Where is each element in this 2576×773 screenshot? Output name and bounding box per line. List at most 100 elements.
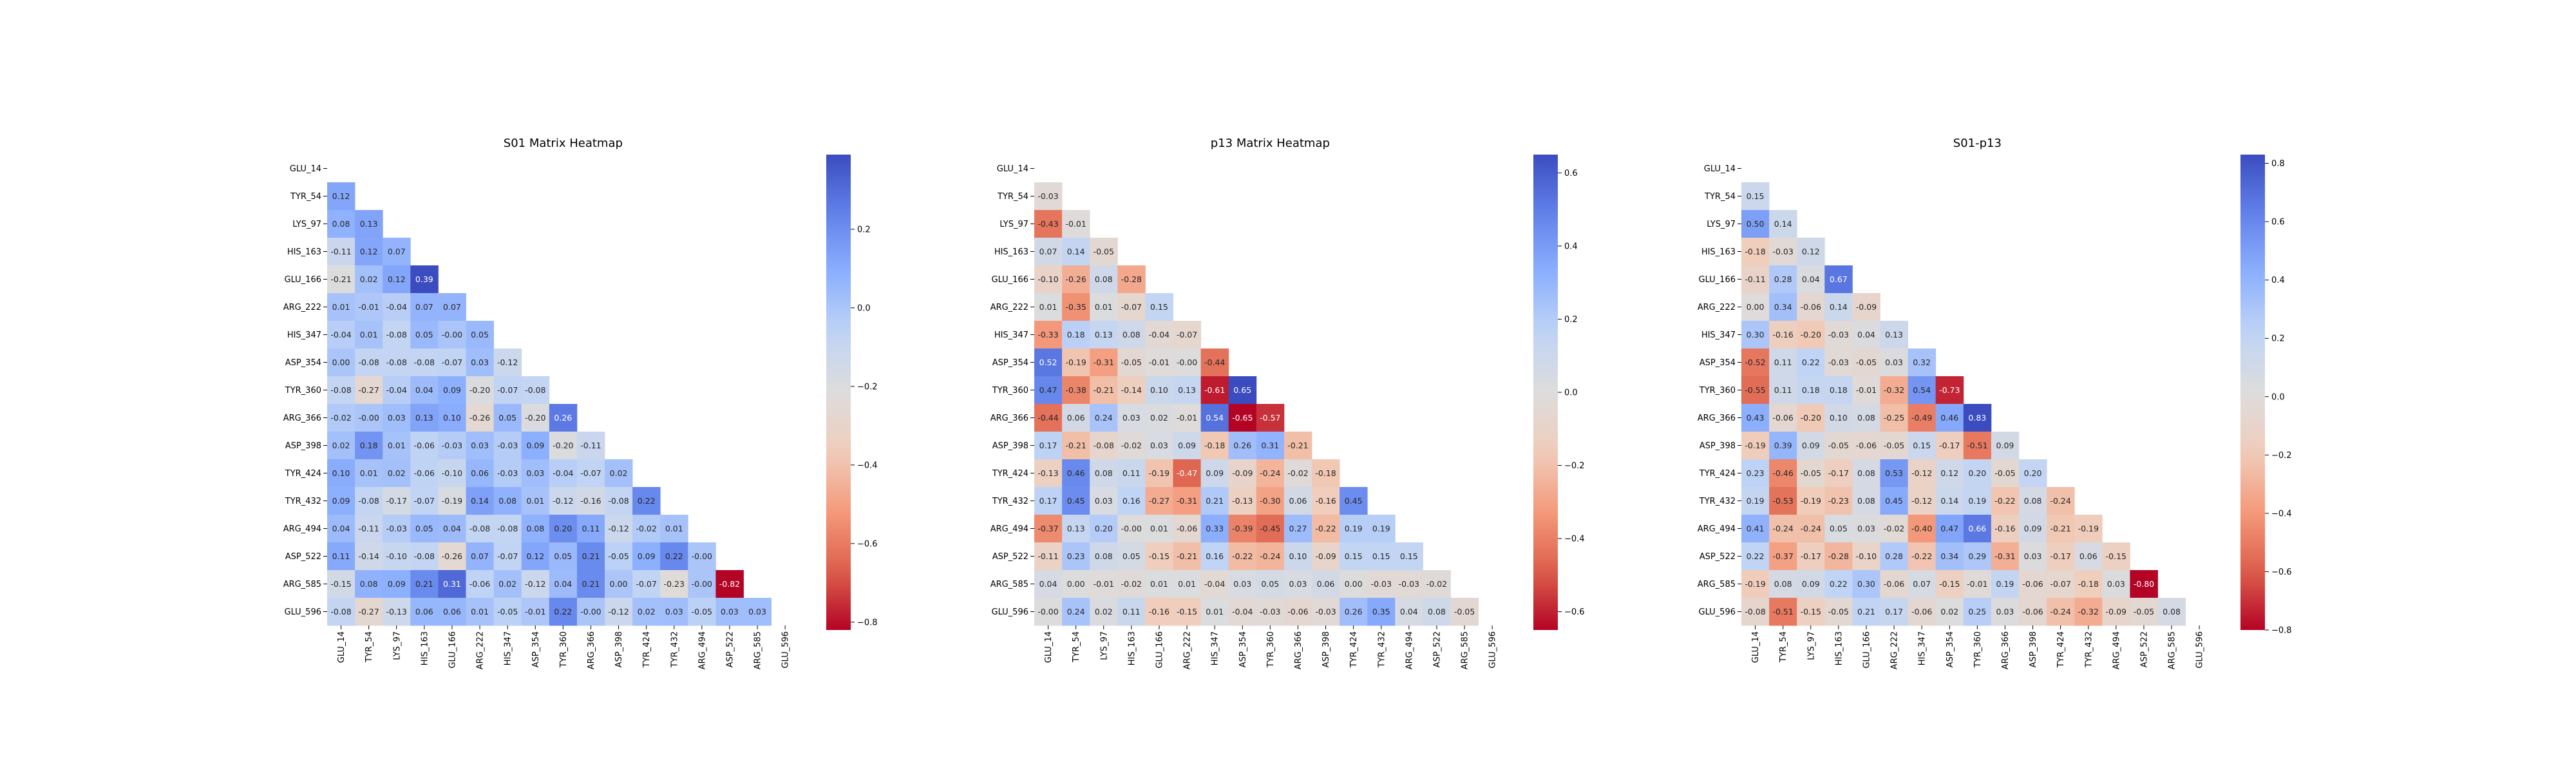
cell-value-label: 0.12 <box>332 191 350 201</box>
cell-value-label: -0.53 <box>1772 496 1793 506</box>
y-tick-label: TYR_432 <box>285 497 321 506</box>
cell-value-label: -0.01 <box>1856 385 1877 395</box>
heatmap-cell <box>688 570 716 598</box>
cell-value-label: 0.24 <box>1095 413 1113 423</box>
y-tick-label: GLU_166 <box>285 275 322 285</box>
cell-value-label: -0.19 <box>442 496 462 506</box>
heatmap-cell <box>1117 321 1146 349</box>
colorbar-tick-label: 0.4 <box>1564 242 1578 251</box>
heatmap-cell <box>632 515 661 543</box>
cell-value-label: -0.26 <box>469 413 490 423</box>
heatmap-cell <box>1741 432 1770 460</box>
cell-value-label: -0.82 <box>719 579 740 589</box>
cell-value-label: 0.39 <box>415 274 433 284</box>
cell-value-label: 0.02 <box>638 607 656 616</box>
heatmap-cell <box>521 459 550 488</box>
heatmap-cell <box>1173 487 1201 515</box>
colorbar-tick-label: 0.0 <box>1564 388 1578 398</box>
heatmap-cell <box>1367 598 1396 626</box>
cell-value-label: -0.06 <box>1801 302 1821 312</box>
heatmap-cell <box>383 598 411 626</box>
cell-value-label: 0.17 <box>1885 607 1903 616</box>
heatmap-cell <box>1340 515 1368 543</box>
heatmap-cell <box>355 321 383 349</box>
cell-value-label: -0.06 <box>1177 524 1197 533</box>
cell-value-label: -0.01 <box>1967 579 1987 589</box>
cell-value-label: -0.17 <box>1801 551 1821 561</box>
cell-value-label: 0.23 <box>1747 468 1765 478</box>
heatmap-cell <box>1256 432 1285 460</box>
heatmap-cell <box>1062 210 1090 238</box>
cell-value-label: 0.06 <box>1317 579 1335 589</box>
cell-value-label: -0.06 <box>2022 607 2043 616</box>
cell-value-label: -0.03 <box>1772 247 1793 256</box>
cell-value-label: -0.16 <box>580 496 601 506</box>
heatmap-cell <box>549 542 578 571</box>
heatmap-cell <box>1367 570 1396 598</box>
cell-value-label: 0.34 <box>1774 302 1792 312</box>
x-tick-label: TYR_424 <box>2056 631 2066 668</box>
heatmap-cell <box>1200 515 1229 543</box>
cell-value-label: 0.01 <box>471 607 489 616</box>
heatmap-cell <box>327 598 355 626</box>
cell-value-label: 0.26 <box>554 413 572 423</box>
y-tick-label: ARG_494 <box>990 524 1028 534</box>
cell-value-label: -0.03 <box>1371 579 1392 589</box>
cell-value-label: 0.05 <box>498 413 516 423</box>
heatmap-cell <box>1908 570 1937 598</box>
x-tick-label: GLU_166 <box>1862 631 1871 669</box>
cell-value-label: 0.22 <box>638 496 656 506</box>
cell-value-label: -0.12 <box>1911 468 1932 478</box>
heatmap-cell <box>1256 487 1285 515</box>
cell-value-label: 0.08 <box>498 496 516 506</box>
colorbar: −0.8 −0.6 −0.4 −0.2 0.0 0.2 0.4 0.6 0.8 <box>2240 155 2292 636</box>
cell-value-label: 0.07 <box>1039 247 1057 256</box>
heatmap-cell <box>1852 515 1880 543</box>
heatmap-cell <box>1034 542 1063 571</box>
heatmap-cell <box>1062 265 1090 294</box>
heatmap-cell <box>1741 515 1770 543</box>
heatmap-cell <box>1797 293 1825 321</box>
cell-value-label: 0.12 <box>360 247 378 256</box>
x-tick-label: GLU_596 <box>781 631 791 669</box>
cell-value-label: -0.51 <box>1967 441 1987 450</box>
cell-value-label: 0.18 <box>1802 385 1820 395</box>
cell-value-label: 0.03 <box>1885 358 1903 367</box>
cell-value-label: 0.08 <box>1095 468 1113 478</box>
heatmap-cell <box>1200 459 1229 488</box>
x-tick-label: TYR_424 <box>1349 631 1359 668</box>
heatmap-cell <box>1283 432 1312 460</box>
y-tick-label: ARG_222 <box>990 303 1028 312</box>
heatmap-cell <box>521 598 550 626</box>
y-tick-label: TYR_360 <box>1699 386 1736 396</box>
heatmap-cell <box>1145 487 1173 515</box>
heatmap-cell <box>1769 348 1797 377</box>
heatmap-cell <box>327 182 355 211</box>
heatmap-cell <box>327 432 355 460</box>
heatmap-cell <box>1852 404 1880 432</box>
heatmap-cell <box>2074 570 2103 598</box>
heatmap-cell <box>521 376 550 405</box>
heatmap-cell <box>576 459 605 488</box>
heatmap-cell <box>466 432 494 460</box>
heatmap-cell <box>1450 598 1479 626</box>
cell-value-label: -0.23 <box>1828 496 1849 506</box>
heatmap-cell <box>327 459 355 488</box>
cell-value-label: -0.40 <box>1911 524 1932 533</box>
cell-value-label: 0.01 <box>360 330 378 339</box>
cell-value-label: 0.13 <box>1178 385 1196 395</box>
heatmap-cell <box>576 432 605 460</box>
cell-value-label: -0.16 <box>1149 607 1170 616</box>
cell-value-label: -0.04 <box>553 468 573 478</box>
cell-value-label: -0.20 <box>1801 330 1821 339</box>
cell-value-label: 0.03 <box>388 413 406 423</box>
cell-value-label: 0.19 <box>1372 524 1390 533</box>
heatmap-cell <box>2102 542 2130 571</box>
y-tick-label: HIS_163 <box>994 247 1028 257</box>
heatmap-cell <box>1769 432 1797 460</box>
cell-value-label: 0.11 <box>582 524 600 533</box>
cell-value-label: 0.15 <box>1150 302 1168 312</box>
cell-value-label: 0.03 <box>721 607 739 616</box>
cell-value-label: -0.06 <box>414 441 435 450</box>
